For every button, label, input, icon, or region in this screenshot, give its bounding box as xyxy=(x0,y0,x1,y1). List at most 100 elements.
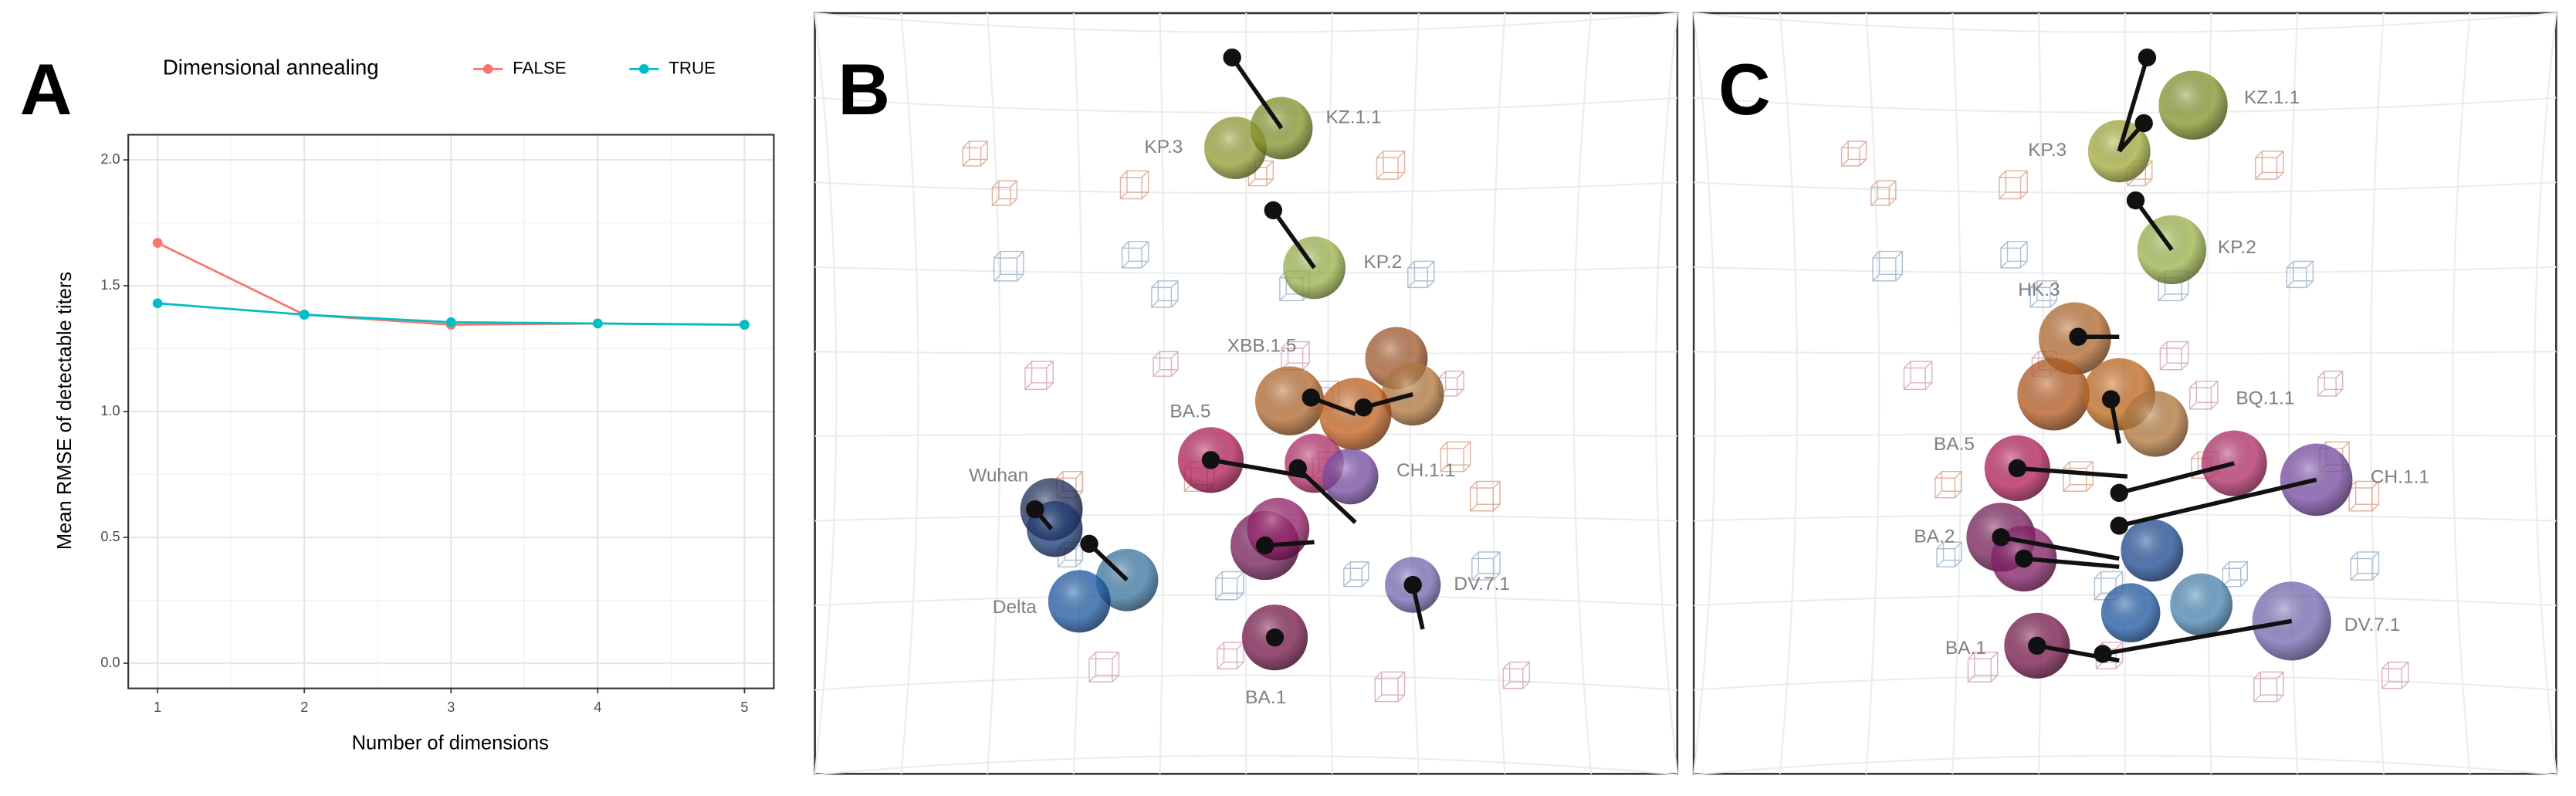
residual-stick xyxy=(2102,618,2293,656)
antigen-label: KP.3 xyxy=(1144,137,1183,158)
serum-cube xyxy=(1088,652,1120,683)
antigen-label: BQ.1.1 xyxy=(2236,388,2294,409)
antigen-shade xyxy=(1048,570,1111,633)
data-point xyxy=(592,318,603,329)
serum-cube xyxy=(2286,260,2314,289)
grid-line xyxy=(1693,12,1717,774)
antigen-shade xyxy=(2121,519,2184,582)
serum-cube xyxy=(1870,180,1897,206)
antigen-label: BA.2 xyxy=(1914,526,1955,547)
panel-c: C KZ.1.1 KP.3 KP.2 HK.3 BQ.1.1 BA.5 CH.1.1 BA.2 D… xyxy=(1693,12,2557,776)
residual-dot xyxy=(1302,388,1320,407)
antigen-label: Wuhan xyxy=(969,466,1028,486)
serum-cube xyxy=(1374,671,1406,703)
serum-cube xyxy=(991,180,1018,206)
antigen-shade xyxy=(2100,583,2161,643)
grid-line xyxy=(900,12,919,774)
serum-cube xyxy=(1936,541,1962,567)
serum-cube xyxy=(1121,241,1149,269)
serum-cube xyxy=(1502,661,1531,689)
antigen-label: BA.1 xyxy=(1245,687,1286,708)
antigen-shade xyxy=(2017,357,2090,431)
grid-line xyxy=(814,754,1677,776)
antigen-label: HK.3 xyxy=(2018,279,2060,300)
residual-dot xyxy=(1354,398,1373,417)
residual-stick xyxy=(2023,556,2120,569)
antigen-label: KZ.1.1 xyxy=(1325,107,1381,128)
grid-line xyxy=(814,513,1677,522)
grid-line xyxy=(814,12,838,774)
antigen-shade xyxy=(2170,573,2233,636)
legend-title: Dimensional annealing xyxy=(163,56,379,80)
grid-line xyxy=(814,594,1677,607)
serum-cube xyxy=(1967,652,1999,683)
panel-letter: A xyxy=(20,49,73,130)
residual-dot xyxy=(2008,459,2027,478)
grid-line xyxy=(1694,513,2557,522)
residual-dot xyxy=(2069,327,2087,346)
serum-cube xyxy=(2253,671,2284,703)
serum-cube xyxy=(2222,561,2248,588)
serum-cube xyxy=(1407,260,1435,289)
plot-frame xyxy=(127,134,775,689)
serum-cube xyxy=(1440,441,1471,473)
legend-label: TRUE xyxy=(669,58,716,77)
serum-cube xyxy=(1119,170,1149,200)
antigen-label: KZ.1.1 xyxy=(2244,87,2300,108)
grid-line xyxy=(1072,12,1083,774)
residual-stick xyxy=(2134,198,2174,252)
residual-stick xyxy=(1271,208,1316,269)
legend-label: FALSE xyxy=(513,58,567,77)
x-tick-label: 5 xyxy=(740,699,748,715)
serum-cube xyxy=(1215,571,1244,601)
grid-line xyxy=(1694,266,2557,275)
serum-cube xyxy=(1153,351,1179,378)
antigen-label: CH.1.1 xyxy=(1396,460,1455,481)
residual-stick xyxy=(2000,535,2120,561)
serum-cube xyxy=(2317,371,2344,397)
serum-cube xyxy=(1469,480,1501,512)
y-tick-label: 0.5 xyxy=(100,529,120,544)
residual-dot xyxy=(1256,536,1274,555)
grid-line xyxy=(814,674,1677,691)
y-tick-label: 2.0 xyxy=(100,151,120,167)
legend-swatch-dot xyxy=(638,63,649,74)
serum-cube xyxy=(1343,561,1369,588)
grid-line xyxy=(2287,12,2299,774)
serum-cube xyxy=(1376,151,1406,180)
grid-line xyxy=(1694,351,2557,355)
serum-cube xyxy=(1217,642,1244,669)
x-tick-label: 3 xyxy=(447,699,455,715)
grid-line xyxy=(1951,12,1962,774)
serum-cube xyxy=(1903,361,1933,391)
grid-line xyxy=(2369,12,2385,774)
residual-dot xyxy=(2101,390,2121,408)
serum-cube xyxy=(2159,340,2189,371)
x-tick-label: 1 xyxy=(154,699,161,715)
y-axis-title: Mean RMSE of detectable titers xyxy=(54,272,76,550)
grid-line xyxy=(814,181,1677,194)
serum-cube xyxy=(1471,551,1501,581)
serum-cube xyxy=(2381,661,2409,689)
serum-cube xyxy=(962,141,988,167)
grid-line xyxy=(2452,12,2471,774)
antigen-label: CH.1.1 xyxy=(2371,467,2429,488)
residual-stick xyxy=(2118,477,2317,528)
residual-dot xyxy=(1223,48,1241,67)
residual-dot xyxy=(1992,528,2010,547)
antigen-label: KP.2 xyxy=(2218,237,2256,258)
antigen-shade xyxy=(2252,581,2331,661)
grid-line xyxy=(1572,12,1593,774)
legend-swatch-dot xyxy=(482,63,493,74)
data-point xyxy=(445,317,456,327)
antigen-shade xyxy=(2158,70,2228,140)
residual-stick xyxy=(1210,458,1307,479)
x-axis-title: Number of dimensions xyxy=(352,733,549,754)
serum-cube xyxy=(2029,280,2058,308)
residual-stick xyxy=(2117,56,2150,152)
grid-line xyxy=(1694,12,2557,33)
antigen-label: KP.2 xyxy=(1363,252,1402,273)
antigen-label: KP.3 xyxy=(2028,140,2067,161)
grid-line xyxy=(1694,97,2557,113)
